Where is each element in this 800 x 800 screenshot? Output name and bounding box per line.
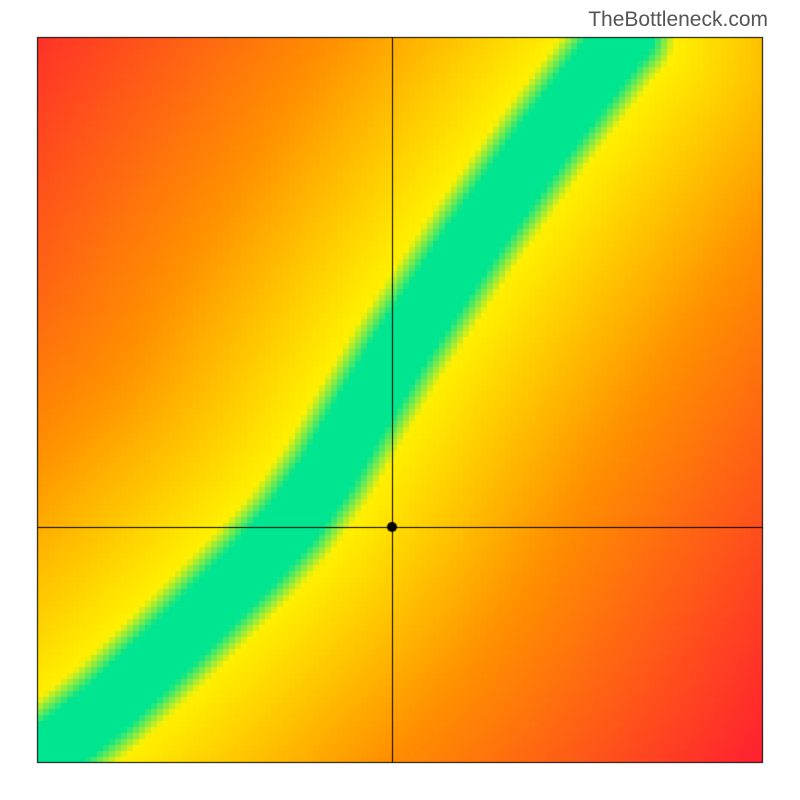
chart-container: TheBottleneck.com: [0, 0, 800, 800]
bottleneck-heatmap: [0, 0, 800, 800]
watermark-text: TheBottleneck.com: [588, 8, 768, 32]
